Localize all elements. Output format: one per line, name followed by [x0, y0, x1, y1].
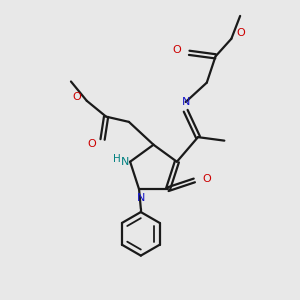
- Text: O: O: [172, 45, 181, 56]
- Text: O: O: [237, 28, 246, 38]
- Text: H: H: [113, 154, 121, 164]
- Text: O: O: [88, 139, 96, 149]
- Text: O: O: [73, 92, 81, 102]
- Text: N: N: [136, 193, 145, 203]
- Text: N: N: [121, 157, 129, 167]
- Text: N: N: [182, 97, 190, 107]
- Text: O: O: [202, 174, 211, 184]
